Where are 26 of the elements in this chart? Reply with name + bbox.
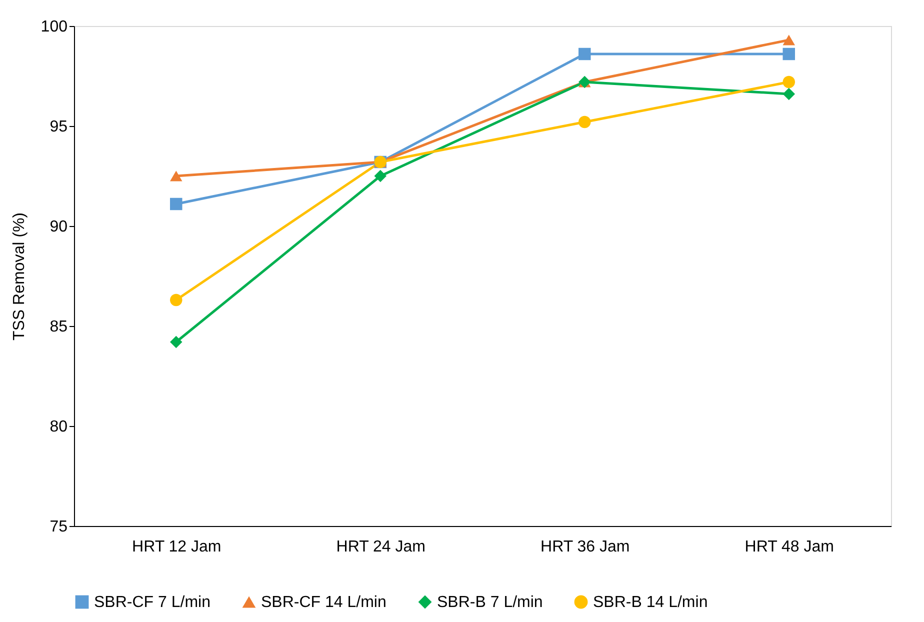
y-tick-label: 100	[40, 18, 68, 36]
point	[170, 170, 182, 182]
y-tick-label: 75	[50, 518, 68, 536]
y-tick-label: 80	[50, 418, 68, 436]
y-tick-label: 95	[50, 118, 68, 136]
x-tick-label: HRT 12 Jam	[132, 538, 222, 556]
point	[374, 170, 386, 182]
legend-label: SBR-CF 14 L/min	[261, 594, 386, 611]
point	[170, 294, 182, 306]
point	[782, 88, 795, 100]
y-tick-label: 85	[50, 318, 68, 336]
y-tick-label: 90	[50, 218, 68, 236]
point	[170, 198, 182, 210]
legend-label: SBR-CF 7 L/min	[94, 594, 210, 611]
point	[782, 48, 795, 60]
point	[782, 34, 795, 46]
x-tick-label: HRT 36 Jam	[540, 538, 630, 556]
y-axis-title: TSS Removal (%)	[10, 212, 28, 341]
point	[170, 336, 182, 348]
point	[782, 76, 795, 88]
x-tick-label: HRT 24 Jam	[336, 538, 426, 556]
point	[578, 48, 591, 60]
legend-label: SBR-B 14 L/min	[593, 594, 708, 611]
x-tick-label: HRT 48 Jam	[744, 538, 834, 556]
point	[578, 116, 591, 128]
legend-label: SBR-B 7 L/min	[437, 594, 543, 611]
